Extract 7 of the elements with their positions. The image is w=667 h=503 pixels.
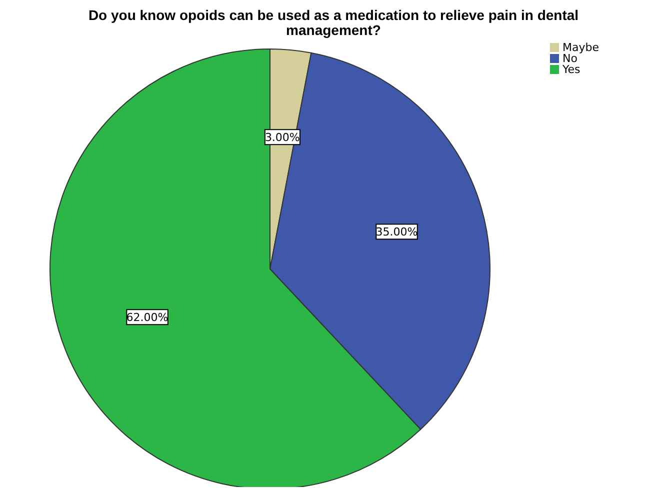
chart-title: Do you know opoids can be used as a medication to relieve pain in dental management? [87,7,580,40]
data-label: 62.00% [126,311,168,324]
legend-label: No [562,52,578,65]
data-label: 35.00% [376,226,418,239]
data-label: 3.00% [264,131,300,144]
legend-label: Maybe [562,41,599,54]
legend-label: Yes [562,63,580,76]
